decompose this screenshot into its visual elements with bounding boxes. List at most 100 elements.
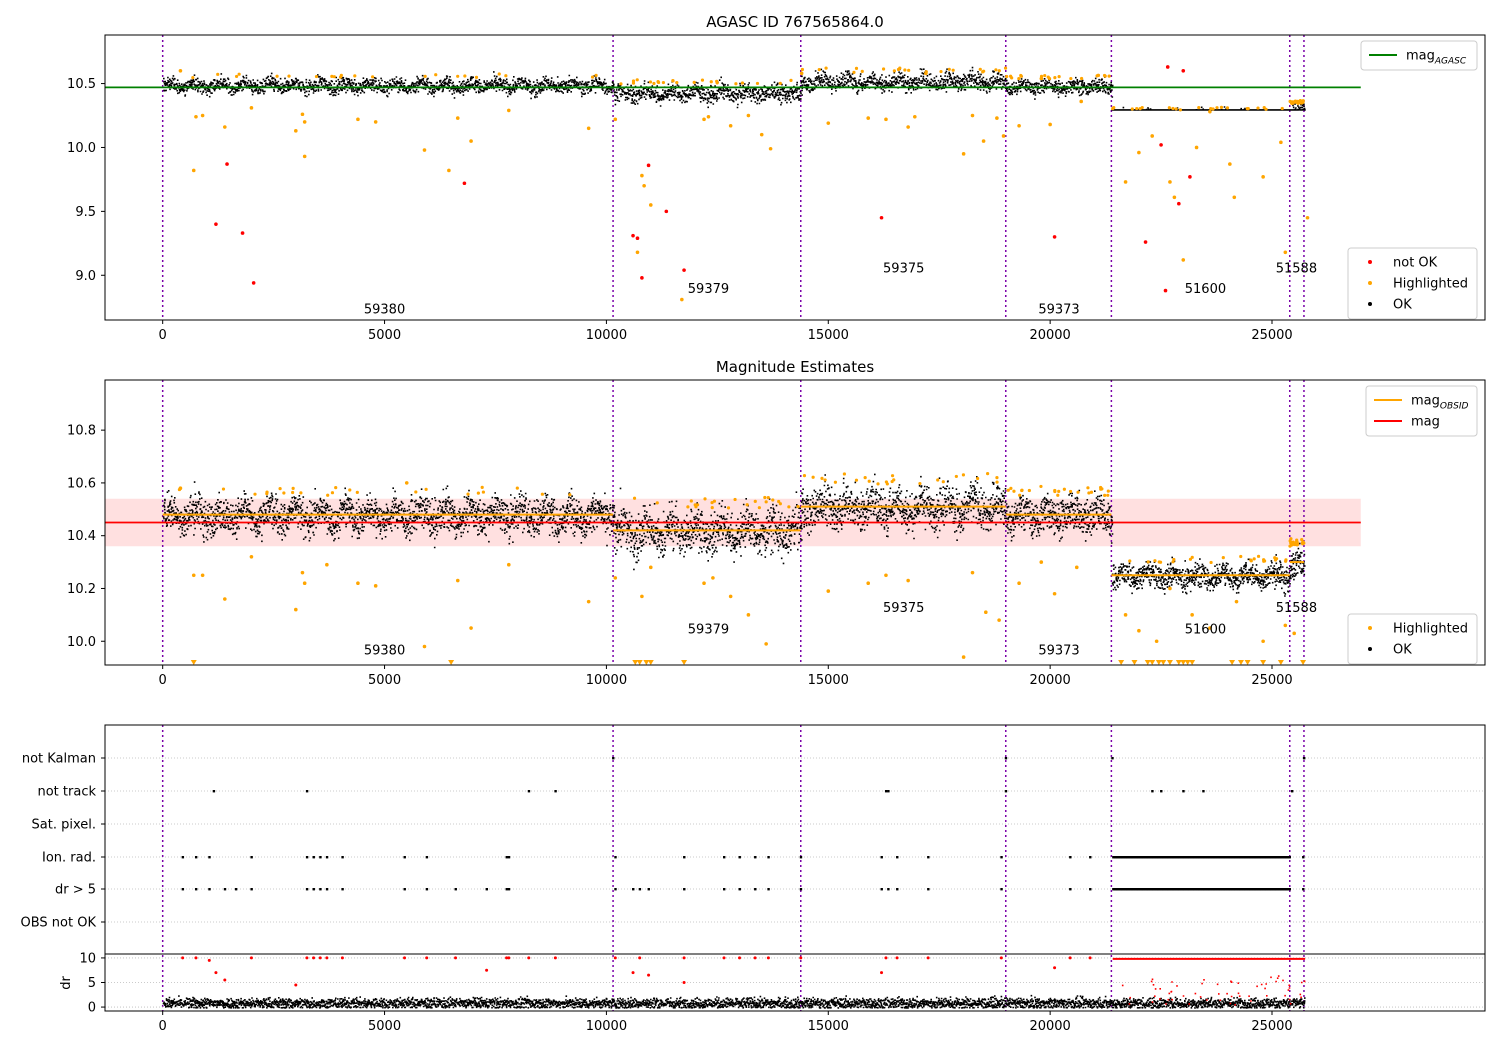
flag-marker (723, 888, 726, 891)
highlighted-point (866, 581, 871, 585)
dr-not-ok-point (318, 956, 322, 960)
highlighted-point (951, 68, 955, 72)
highlighted-point (863, 476, 867, 480)
flag-marker (1262, 888, 1265, 891)
legend-label: not OK (1393, 256, 1438, 271)
flag-marker (1202, 856, 1206, 859)
flag-marker (1000, 856, 1003, 859)
dr-not-ok-point (325, 956, 329, 960)
highlighted-clipped-marker (1149, 660, 1156, 665)
flag-marker (1256, 888, 1259, 891)
dr-not-ok-point (207, 958, 211, 962)
highlighted-point (787, 505, 791, 509)
flag-marker (1235, 856, 1238, 859)
flag-marker (1284, 888, 1288, 891)
flag-marker (1173, 888, 1176, 891)
highlighted-point (1262, 559, 1267, 563)
flag-marker (1191, 888, 1195, 891)
flag-marker (1178, 888, 1181, 891)
highlighted-point (1006, 488, 1010, 492)
highlighted-point (302, 581, 307, 585)
highlighted-point (302, 154, 307, 159)
panel1-plot-area (105, 35, 1485, 320)
flag-marker (1004, 757, 1008, 760)
flag-marker (1226, 856, 1229, 859)
x-tick-label: 5000 (368, 673, 401, 688)
flag-marker (1114, 888, 1118, 891)
x-tick-label: 20000 (1029, 1019, 1070, 1034)
highlighted-point (648, 203, 653, 207)
flag-marker (305, 790, 309, 793)
flag-marker (1132, 856, 1135, 859)
dr-not-ok-point (505, 956, 509, 960)
flag-marker (1111, 757, 1114, 760)
obsid-label: 59375 (883, 601, 924, 616)
dr-not-ok-point (527, 956, 531, 960)
highlighted-point (715, 79, 719, 83)
flag-marker (1274, 888, 1278, 891)
dr-not-ok-point (214, 971, 218, 975)
highlighted-point (249, 555, 254, 559)
highlighted-point (995, 476, 999, 480)
highlighted-point (671, 79, 675, 83)
dr-y-tick-label: 0 (88, 1001, 96, 1016)
highlighted-clipped-marker (636, 660, 643, 665)
dr-not-ok-point (249, 956, 253, 960)
flag-marker (1179, 856, 1182, 859)
highlighted-point (1027, 488, 1031, 493)
flag-marker (1246, 856, 1249, 859)
flag-marker (1219, 856, 1222, 859)
flag-marker (505, 888, 508, 891)
highlighted-point (302, 120, 307, 124)
flag-marker (1214, 888, 1217, 891)
highlighted-point (766, 495, 770, 500)
dr-not-ok-point (895, 956, 899, 960)
legend-dot-swatch (1368, 281, 1372, 285)
flag-marker (341, 888, 344, 891)
flag-marker (1117, 888, 1120, 891)
flag-marker (1251, 856, 1254, 859)
flag-marker (250, 856, 253, 859)
flag-marker (1263, 888, 1267, 891)
dr-not-ok-point (312, 956, 316, 960)
ok-point-cloud (163, 66, 1306, 111)
flag-marker (305, 856, 309, 859)
dr-not-ok-point (454, 956, 458, 960)
flag-marker (1201, 888, 1205, 891)
highlighted-point (961, 152, 966, 156)
highlighted-point (326, 493, 330, 497)
highlighted-point (1048, 122, 1052, 127)
x-tick-label: 5000 (368, 328, 401, 343)
highlighted-point (330, 491, 335, 495)
flag-marker (1247, 888, 1250, 891)
dr-not-ok-point (926, 956, 930, 960)
highlighted-point (1017, 123, 1021, 128)
highlighted-point (799, 71, 804, 76)
flag-marker (880, 856, 883, 859)
highlighted-point (1096, 73, 1100, 77)
not-ok-point (1159, 143, 1163, 147)
highlighted-point (997, 69, 1001, 73)
legend-frame (1365, 385, 1478, 437)
flag-marker (1197, 856, 1201, 859)
flag-marker (1248, 856, 1252, 859)
flag-marker (683, 888, 686, 891)
highlighted-point (515, 486, 519, 490)
flag-marker (1288, 888, 1291, 891)
flag-marker (305, 888, 309, 891)
flag-marker (1113, 888, 1116, 891)
highlighted-point (1017, 76, 1021, 81)
highlighted-clipped-marker (1244, 660, 1251, 665)
highlighted-point (823, 478, 827, 482)
panel3-plot-area (105, 725, 1485, 1011)
highlighted-point (1137, 150, 1141, 155)
flag-marker (1251, 888, 1254, 891)
flag-marker (1261, 856, 1264, 859)
flag-marker (754, 856, 757, 859)
flag-marker (1176, 856, 1180, 859)
flag-marker (927, 856, 930, 859)
highlighted-point (200, 113, 205, 118)
flag-marker (1225, 888, 1228, 891)
flag-row-label: not Kalman (22, 752, 96, 767)
highlighted-point (1057, 75, 1061, 79)
